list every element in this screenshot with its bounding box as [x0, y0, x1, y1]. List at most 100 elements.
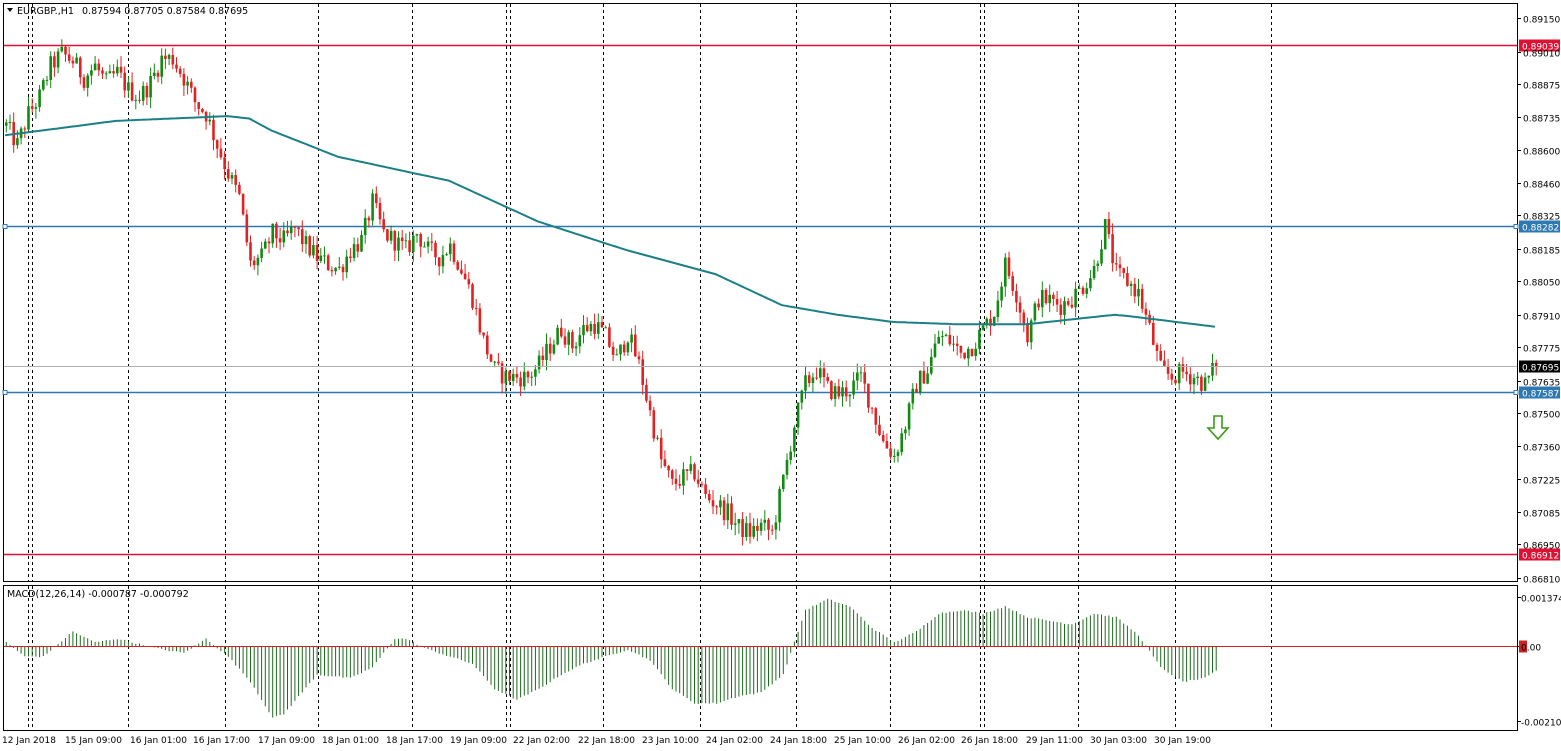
candle-body	[682, 469, 685, 486]
candle-body	[856, 372, 859, 381]
candle-body	[319, 255, 323, 261]
price-tick-label: 0.88185	[1523, 247, 1560, 257]
candle-body	[678, 483, 681, 486]
candle-body	[315, 245, 319, 261]
candle-body	[634, 334, 637, 357]
candle-body	[1155, 344, 1159, 351]
price-tick-label: 0.89010	[1523, 50, 1560, 60]
candle-body	[1066, 301, 1070, 305]
level-price-label: 0.88282	[1522, 224, 1559, 234]
candle-body	[197, 102, 200, 109]
candle-body	[434, 242, 437, 258]
candle-body	[589, 323, 593, 332]
candle-body	[186, 81, 189, 86]
price-tick-label: 0.89150	[1523, 16, 1560, 26]
candle-body	[412, 235, 415, 253]
candle-body	[138, 99, 141, 101]
candle-body	[463, 273, 467, 280]
candle-body	[671, 470, 674, 479]
candle-body	[408, 240, 411, 253]
candle-body	[685, 469, 689, 471]
candle-body	[430, 241, 434, 243]
candle-body	[1041, 289, 1044, 308]
candle-body	[819, 368, 822, 378]
candle-body	[1000, 286, 1003, 301]
candle-body	[648, 400, 652, 411]
price-tick-label: 0.88325	[1523, 213, 1560, 223]
candle-body	[1159, 350, 1162, 361]
candle-body	[1026, 324, 1029, 343]
candle-body	[145, 85, 149, 98]
candle-body	[1177, 364, 1181, 384]
candle-body	[497, 361, 500, 364]
candle-body	[119, 66, 123, 73]
candle-body	[504, 371, 508, 384]
candle-body	[278, 238, 282, 243]
level-price-label: 0.87587	[1522, 390, 1559, 400]
macd-axis: 0.001374 0.00 -0.002106	[1517, 595, 1561, 729]
candle-body	[134, 99, 138, 101]
candle-body	[478, 308, 482, 333]
candle-body	[1018, 302, 1022, 313]
candle-body	[27, 106, 30, 130]
candle-body	[719, 500, 722, 508]
candle-body	[1063, 301, 1066, 315]
candle-body	[885, 441, 889, 449]
candle-body	[293, 226, 297, 228]
candle-body	[64, 46, 67, 55]
candle-body	[486, 335, 489, 355]
candle-body	[948, 334, 952, 345]
candle-body	[763, 519, 767, 523]
candle-body	[1189, 374, 1192, 385]
candle-body	[641, 359, 644, 385]
level-handle[interactable]	[2, 390, 8, 395]
candle-body	[330, 270, 334, 272]
candle-body	[223, 157, 226, 170]
candle-body	[1133, 283, 1137, 297]
macd-panel[interactable]	[3, 585, 1518, 731]
candle-body	[963, 352, 966, 359]
collapse-arrow-icon[interactable]	[7, 8, 13, 12]
candle-body	[1170, 373, 1174, 380]
candle-body	[474, 307, 478, 309]
candle-body	[548, 343, 552, 354]
candle-body	[863, 372, 866, 384]
candle-body	[419, 234, 422, 247]
candle-body	[1015, 290, 1018, 303]
candle-body	[271, 223, 274, 244]
candle-body	[1140, 288, 1144, 309]
time-tick-label: 15 Jan 09:00	[65, 736, 122, 746]
level-handle[interactable]	[1513, 224, 1519, 229]
candle-body	[230, 175, 234, 179]
candle-body	[774, 522, 778, 530]
candle-body	[56, 51, 60, 68]
candle-body	[375, 193, 378, 204]
candle-body	[116, 66, 119, 74]
candle-body	[397, 237, 400, 251]
level-handle[interactable]	[1513, 390, 1519, 395]
price-panel[interactable]	[3, 3, 1518, 582]
time-tick-label: 24 Jan 02:00	[706, 736, 763, 746]
macd-title: MACD(12,26,14) -0.000787 -0.000792	[7, 589, 189, 600]
time-tick-label: 12 Jan 2018	[2, 736, 56, 746]
candle-body	[511, 373, 515, 382]
candle-body	[826, 377, 829, 382]
level-handle[interactable]	[2, 224, 8, 229]
candle-body	[371, 193, 374, 221]
price-tick-label: 0.88460	[1523, 181, 1560, 191]
candle-body	[937, 336, 940, 344]
candle-body	[389, 230, 393, 241]
candle-body	[722, 500, 726, 521]
candle-body	[811, 377, 815, 384]
candle-body	[308, 236, 311, 256]
candle-body	[941, 336, 944, 338]
time-tick-label: 30 Jan 19:00	[1154, 736, 1211, 746]
candle-body	[153, 72, 156, 76]
candle-body	[215, 140, 219, 149]
candle-body	[38, 89, 41, 108]
candle-body	[467, 279, 471, 285]
candle-body	[630, 334, 633, 343]
candle-body	[1074, 288, 1077, 308]
candle-body	[881, 434, 885, 442]
